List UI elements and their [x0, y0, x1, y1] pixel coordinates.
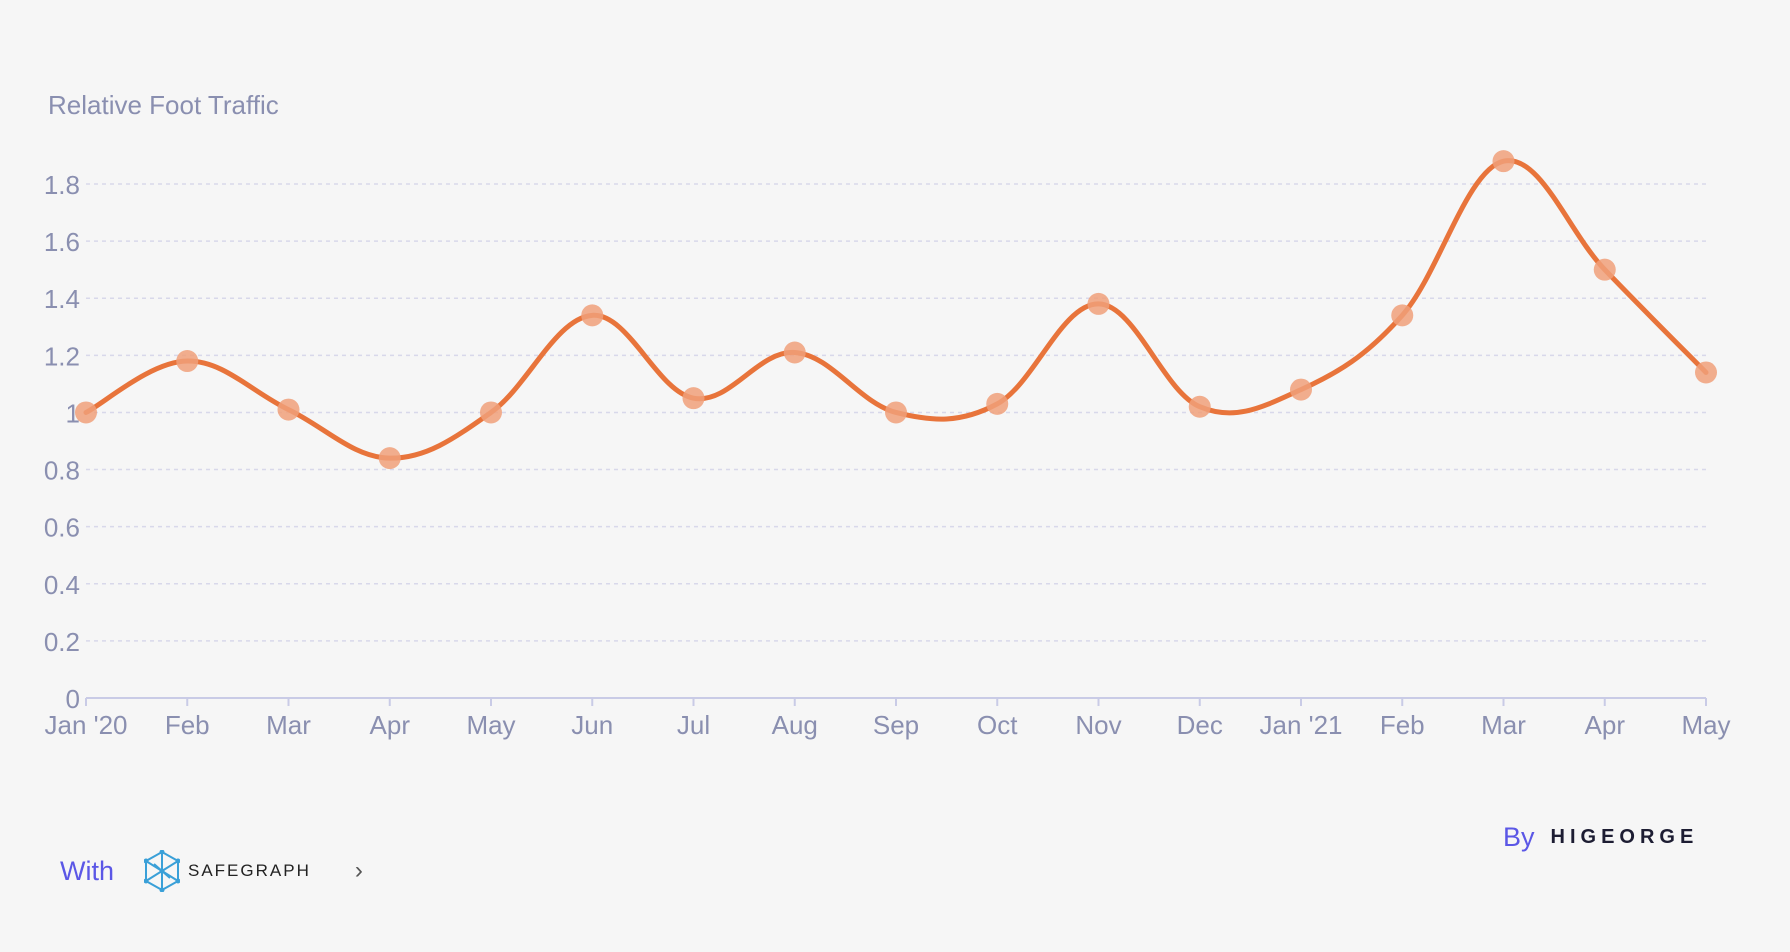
with-label: With — [60, 855, 114, 886]
y-tick-label: 1.8 — [44, 170, 80, 200]
safegraph-attribution[interactable]: With SAFEGRAPH › — [60, 850, 363, 892]
data-point — [1593, 258, 1616, 281]
x-tick-label: Apr — [370, 710, 411, 740]
y-tick-label: 0.2 — [44, 627, 80, 657]
data-point — [581, 304, 604, 327]
x-tick-label: Jul — [677, 710, 710, 740]
safegraph-icon — [144, 850, 180, 892]
x-tick-label: Aug — [772, 710, 818, 740]
x-tick-label: Jun — [571, 710, 613, 740]
chart-title: Relative Foot Traffic — [48, 90, 279, 120]
x-tick-label: Mar — [1481, 710, 1526, 740]
safegraph-wordmark: SAFEGRAPH — [188, 861, 311, 880]
data-point — [885, 401, 907, 424]
data-point — [378, 447, 401, 470]
y-tick-label: 0.6 — [44, 513, 80, 543]
data-point — [75, 401, 97, 424]
x-tick-label: Apr — [1585, 710, 1626, 740]
data-point — [1087, 292, 1110, 315]
data-point — [682, 387, 705, 410]
safegraph-logo: SAFEGRAPH — [144, 850, 311, 892]
x-tick-label: May — [1681, 710, 1730, 740]
data-point — [986, 392, 1009, 415]
data-point — [1290, 378, 1312, 401]
x-tick-label: Sep — [873, 710, 919, 740]
data-point — [1391, 304, 1414, 327]
x-tick-label: May — [466, 710, 515, 740]
y-tick-label: 0.4 — [44, 570, 80, 600]
data-point — [176, 350, 199, 373]
y-tick-label: 1 — [66, 398, 80, 428]
data-point — [277, 398, 300, 421]
data-point — [783, 341, 806, 364]
x-tick-label: Dec — [1177, 710, 1223, 740]
data-point — [480, 401, 502, 424]
x-tick-label: Nov — [1075, 710, 1121, 740]
data-point — [1188, 395, 1211, 418]
x-tick-label: Jan '20 — [44, 710, 127, 740]
y-tick-label: 0.8 — [44, 456, 80, 486]
higeorge-logo: HIGEORGE — [1550, 826, 1699, 848]
by-label: By — [1503, 822, 1535, 852]
y-tick-label: 0 — [66, 684, 80, 714]
higeorge-attribution[interactable]: By HIGEORGE — [1503, 822, 1698, 853]
y-tick-label: 1.4 — [44, 284, 80, 314]
x-tick-label: Feb — [1380, 710, 1425, 740]
y-tick-label: 1.6 — [44, 227, 80, 257]
data-point — [1492, 150, 1515, 173]
chevron-right-icon[interactable]: › — [354, 857, 363, 884]
y-tick-label: 1.2 — [44, 341, 80, 371]
x-tick-label: Jan '21 — [1259, 710, 1342, 740]
x-tick-label: Feb — [165, 710, 210, 740]
x-tick-label: Oct — [977, 710, 1018, 740]
data-point — [1695, 361, 1717, 384]
x-tick-label: Mar — [266, 710, 311, 740]
